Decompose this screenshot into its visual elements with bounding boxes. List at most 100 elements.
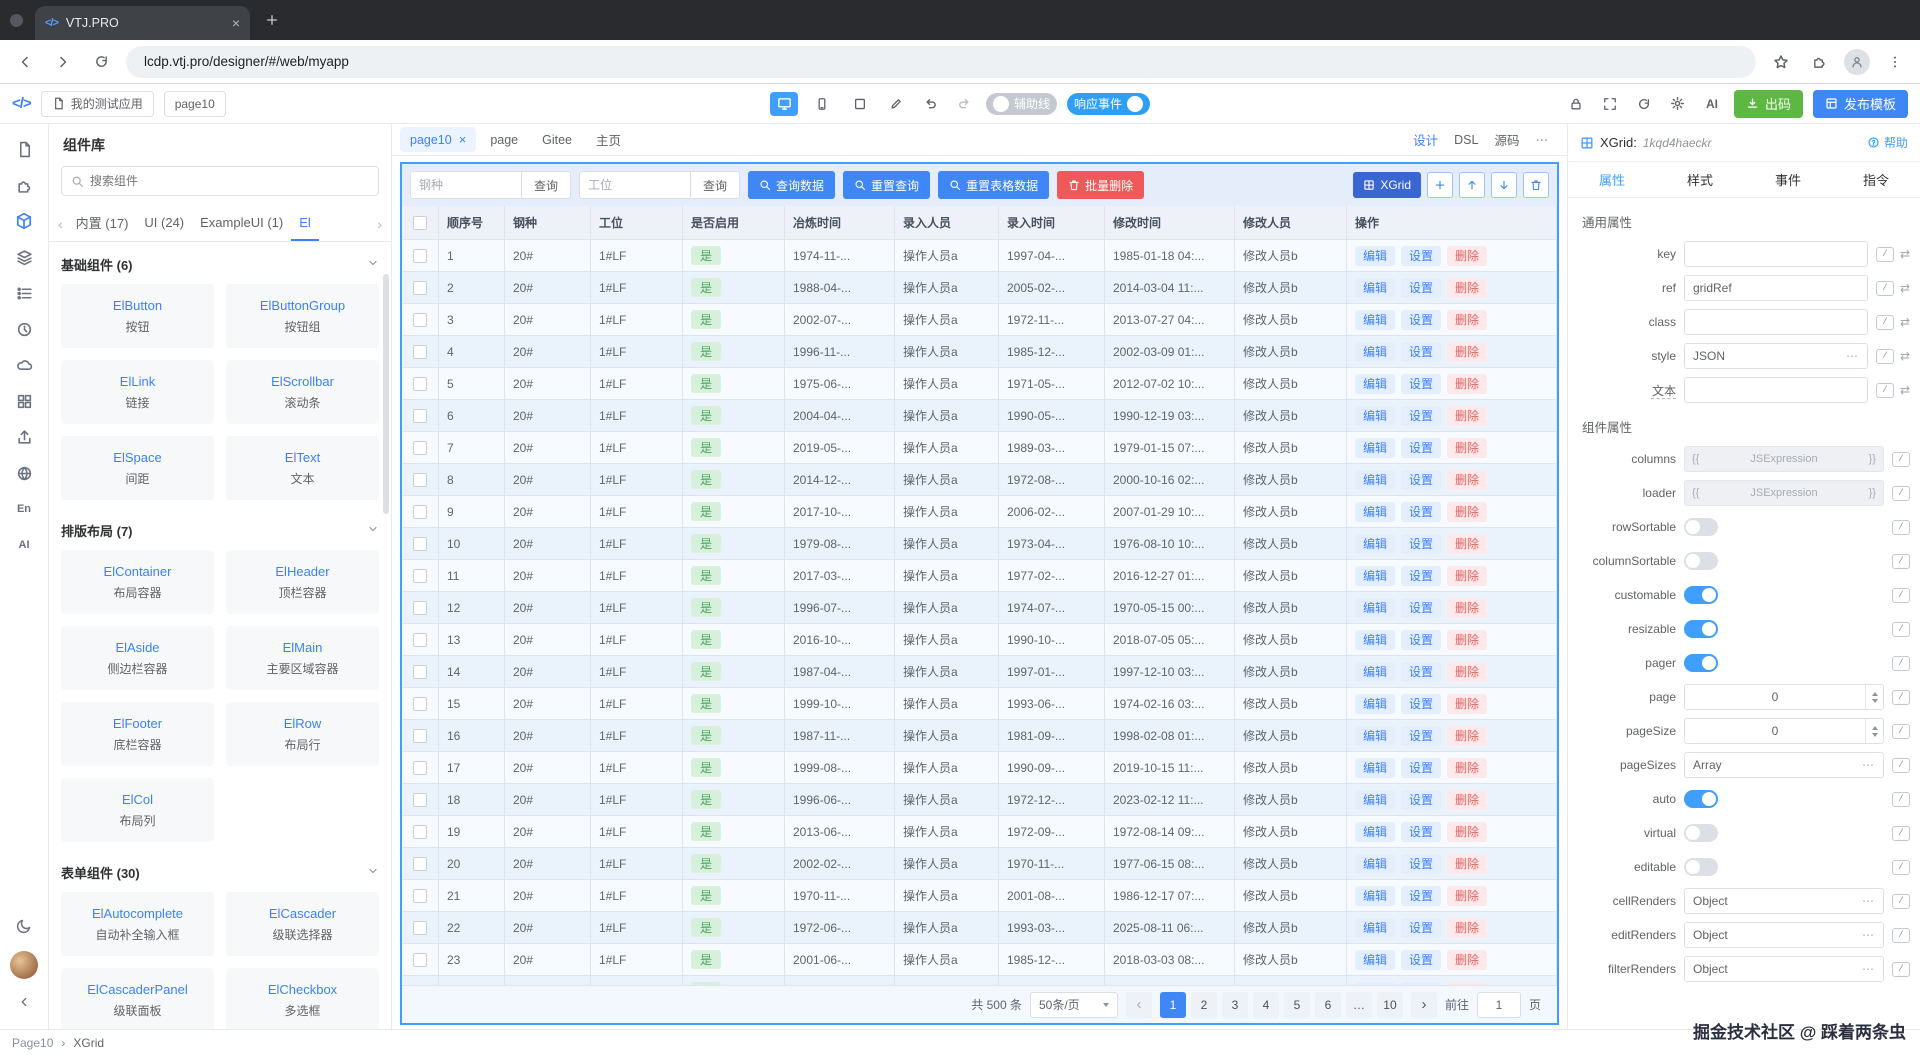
convert-binding-icon[interactable]: ⇄ — [1899, 281, 1910, 295]
steel-filter-search-button[interactable]: 查询 — [522, 171, 572, 199]
delete-button[interactable]: 删除 — [1447, 629, 1488, 650]
edit-button[interactable]: 编辑 — [1355, 437, 1396, 458]
column-header[interactable]: 操作 — [1347, 206, 1557, 240]
table-row[interactable]: 1 20# 1#LF 是 1974-11-... 操作人员a 1997-04-... 1985… — [402, 240, 1557, 272]
query-data-button[interactable]: 查询数据 — [748, 171, 836, 199]
batch-delete-button[interactable]: 批量删除 — [1057, 171, 1145, 199]
settings-button[interactable]: 设置 — [1401, 981, 1442, 985]
row-checkbox[interactable] — [413, 376, 427, 391]
settings-gear-icon[interactable] — [1666, 92, 1690, 116]
virtual-switch[interactable] — [1684, 824, 1718, 842]
scroll-left-icon[interactable]: ‹ — [58, 215, 63, 232]
bind-code-icon[interactable]: / — [1875, 382, 1894, 398]
delete-button[interactable]: 删除 — [1447, 341, 1488, 362]
component-item[interactable]: ElButtonGroup 按钮组 — [226, 284, 379, 348]
spinner-buttons[interactable] — [1865, 685, 1883, 709]
component-item[interactable]: ElScrollbar 滚动条 — [226, 360, 379, 424]
row-checkbox[interactable] — [413, 600, 427, 615]
edit-pencil-icon[interactable] — [884, 92, 908, 116]
edit-button[interactable]: 编辑 — [1355, 341, 1396, 362]
tab-事件[interactable]: 事件 — [1774, 173, 1801, 188]
delete-button[interactable]: 删除 — [1447, 853, 1488, 874]
more-options-icon[interactable]: ⋯ — [1535, 133, 1549, 147]
phone-device-button[interactable] — [808, 92, 836, 116]
tab-指令[interactable]: 指令 — [1862, 173, 1889, 188]
window-control-icon[interactable] — [10, 13, 23, 27]
canvas-mode-button[interactable]: 设计 — [1413, 134, 1439, 148]
delete-button[interactable]: 删除 — [1447, 981, 1488, 985]
column-header[interactable]: 是否启用 — [683, 206, 785, 240]
bind-code-icon[interactable]: / — [1892, 587, 1910, 603]
column-header[interactable]: 录入时间 — [999, 206, 1105, 240]
edit-button[interactable]: 编辑 — [1355, 885, 1396, 906]
bind-code-icon[interactable]: / — [1875, 280, 1894, 296]
ref-input[interactable] — [1684, 275, 1868, 301]
component-item[interactable]: ElLink 链接 — [61, 360, 214, 424]
bind-code-icon[interactable]: / — [1892, 519, 1910, 535]
delete-button[interactable]: 删除 — [1447, 309, 1488, 330]
theme-moon-icon[interactable] — [7, 909, 41, 943]
component-item[interactable]: ElMain 主要区域容器 — [226, 626, 379, 690]
edit-button[interactable]: 编辑 — [1355, 469, 1396, 490]
delete-button[interactable]: 删除 — [1447, 277, 1488, 298]
settings-button[interactable]: 设置 — [1401, 373, 1442, 394]
tab-属性[interactable]: 属性 — [1598, 173, 1625, 188]
settings-button[interactable]: 设置 — [1401, 789, 1442, 810]
component-item[interactable]: ElFooter 底栏容器 — [61, 702, 214, 766]
plugin-icon[interactable] — [7, 168, 41, 202]
forward-icon[interactable] — [50, 49, 76, 75]
publish-icon[interactable] — [7, 420, 41, 454]
component-item[interactable]: ElAutocomplete 自动补全输入框 — [61, 892, 214, 956]
history-icon[interactable] — [7, 312, 41, 346]
prev-page-button[interactable]: ‹ — [1125, 991, 1152, 1018]
columns-expression-field[interactable]: {{JSExpression}} — [1684, 446, 1884, 472]
profile-avatar[interactable] — [1844, 48, 1870, 75]
row-checkbox[interactable] — [413, 440, 427, 455]
event-response-toggle[interactable]: 响应事件 — [1067, 92, 1151, 115]
xgrid-component[interactable]: 查询 查询 查询数据 重置查询 重置表格数据 批量删除 XGrid — [400, 162, 1559, 1025]
bind-code-icon[interactable]: / — [1892, 451, 1910, 467]
scroll-right-icon[interactable]: › — [377, 215, 382, 232]
settings-button[interactable]: 设置 — [1401, 693, 1442, 714]
delete-button[interactable]: 删除 — [1447, 821, 1488, 842]
delete-button[interactable]: 删除 — [1447, 405, 1488, 426]
component-item[interactable]: ElContainer 布局容器 — [61, 550, 214, 614]
page-number-button[interactable]: 1 — [1159, 991, 1186, 1018]
edit-button[interactable]: 编辑 — [1355, 853, 1396, 874]
pageSizes-field[interactable]: Array ⋯ — [1684, 752, 1884, 778]
row-checkbox[interactable] — [413, 664, 427, 679]
class-input[interactable] — [1684, 309, 1868, 335]
editRenders-field[interactable]: Object ⋯ — [1684, 922, 1884, 948]
select-all-checkbox[interactable] — [413, 215, 427, 230]
table-row[interactable]: 4 20# 1#LF 是 1996-11-... 操作人员a 1985-12-... 2002… — [402, 336, 1557, 368]
page-number-button[interactable]: 6 — [1314, 991, 1341, 1018]
edit-button[interactable]: 编辑 — [1355, 725, 1396, 746]
library-tab[interactable]: 内置 (17) — [75, 216, 129, 231]
settings-button[interactable]: 设置 — [1401, 437, 1442, 458]
delete-button[interactable]: 删除 — [1447, 693, 1488, 714]
table-row[interactable]: 2 20# 1#LF 是 1988-04-... 操作人员a 2005-02-... 2014… — [402, 272, 1557, 304]
convert-binding-icon[interactable]: ⇄ — [1899, 315, 1910, 329]
library-tab[interactable]: El — [291, 206, 319, 241]
canvas-body[interactable]: 查询 查询 查询数据 重置查询 重置表格数据 批量删除 XGrid — [392, 156, 1567, 1029]
column-header[interactable]: 钢种 — [505, 206, 591, 240]
settings-button[interactable]: 设置 — [1401, 597, 1442, 618]
bind-code-icon[interactable]: / — [1892, 553, 1910, 569]
table-row[interactable]: 12 20# 1#LF 是 1996-07-... 操作人员a 1974-07-... 197… — [402, 592, 1557, 624]
bind-code-icon[interactable]: / — [1875, 348, 1894, 364]
style-field[interactable]: JSON ⋯ — [1684, 343, 1868, 369]
table-row[interactable]: 18 20# 1#LF 是 1996-06-... 操作人员a 1972-12-... 202… — [402, 784, 1557, 816]
language-icon[interactable]: En — [16, 503, 32, 515]
goto-page-input[interactable] — [1476, 991, 1521, 1018]
ai-assistant-icon[interactable]: AI — [1705, 96, 1718, 111]
bind-code-icon[interactable]: / — [1875, 246, 1894, 262]
文本-input[interactable] — [1684, 377, 1868, 403]
cellRenders-field[interactable]: Object ⋯ — [1684, 888, 1884, 914]
move-down-button[interactable] — [1491, 172, 1517, 198]
edit-button[interactable]: 编辑 — [1355, 693, 1396, 714]
canvas-tab[interactable]: Gitee — [542, 132, 573, 147]
pageSize-number-input[interactable]: 0 — [1684, 718, 1884, 744]
editable-switch[interactable] — [1684, 858, 1718, 876]
section-header[interactable]: 基础组件 (6) — [61, 244, 379, 284]
row-checkbox[interactable] — [413, 856, 427, 871]
